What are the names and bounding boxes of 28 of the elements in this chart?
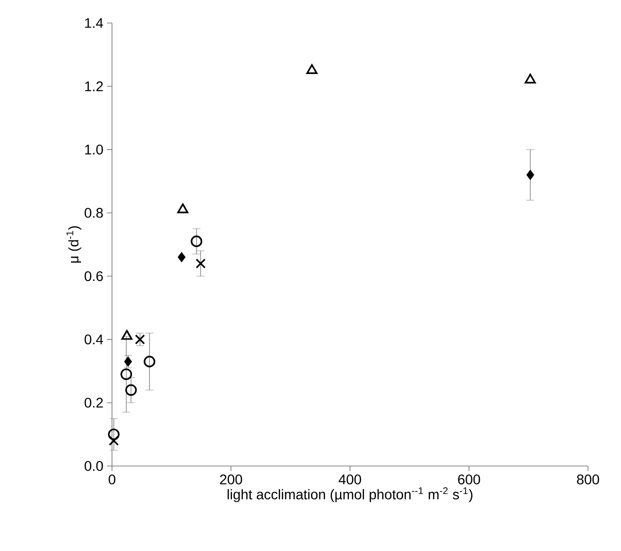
point [306,64,318,74]
point [177,203,188,214]
point [125,384,137,396]
y-tick-label: 0.4 [84,334,104,344]
point [524,74,536,84]
x-tick-label: 600 [458,474,480,484]
point [190,236,202,248]
point [526,170,534,180]
x-tick-label: 400 [338,474,362,484]
x-axis-title: light acclimation (µmol photon$^{--1}$ m$^{-2}$ s$^{-1}$) [228,487,472,502]
y-axis-title: μ (d$^{-1}$) [66,226,82,263]
point [120,368,132,380]
x-tick-label: 200 [220,474,242,484]
point [144,356,156,368]
y-tick-label: 1.4 [85,18,104,28]
point [108,436,119,446]
y-tick-label: 1.2 [85,81,103,92]
y-tick-label: 0.8 [84,208,103,218]
point [178,252,186,262]
y-tick-label: 0.0 [84,461,103,471]
point [108,428,120,440]
point [196,258,206,269]
y-tick-label: 0.2 [84,398,103,408]
x-tick-label: 800 [576,474,600,484]
x-tick-label: 0 [108,474,116,484]
point [121,330,132,340]
y-tick-label: 0.6 [84,271,103,282]
y-tick-label: 1.0 [85,144,103,155]
